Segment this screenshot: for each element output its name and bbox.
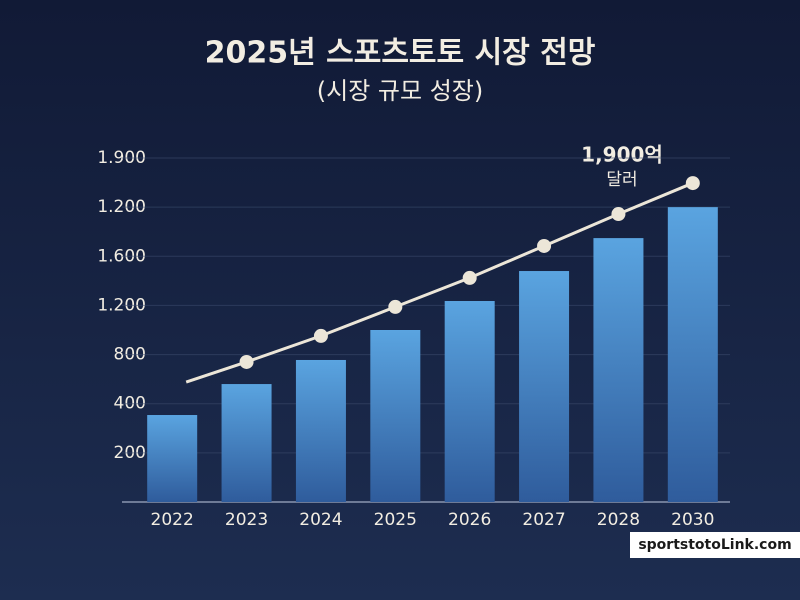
bar (370, 330, 421, 502)
x-tick-label: 2026 (448, 510, 491, 530)
bar (147, 415, 198, 502)
y-tick-label: 1.200 (97, 295, 146, 315)
x-tick-label: 2025 (374, 510, 417, 530)
watermark: sportstotoLink.com (638, 537, 791, 553)
trend-point (462, 270, 477, 285)
trend-point (313, 328, 328, 343)
chart-subtitle: (시장 규모 성장) (317, 77, 483, 105)
x-tick-label: 2027 (522, 510, 565, 530)
bar (519, 271, 570, 502)
chart-title: 2025년 스포츠토토 시장 전망 (205, 36, 596, 71)
bar (444, 301, 495, 502)
y-tick-label: 1.600 (97, 246, 146, 266)
x-tick-label: 2022 (151, 510, 194, 530)
x-tick-label: 2023 (225, 510, 268, 530)
bar (593, 238, 644, 503)
x-tick-label: 2028 (597, 510, 640, 530)
y-tick-label: 1.900 (97, 148, 146, 168)
annotation: 1,900억 (581, 143, 663, 167)
bar (221, 384, 272, 502)
trend-point (611, 207, 626, 222)
bar (295, 359, 346, 502)
trend-point (239, 354, 254, 369)
watermark-bg (630, 532, 800, 558)
bar (667, 207, 718, 502)
annotation: 달러 (606, 170, 637, 190)
trend-line (185, 181, 694, 384)
x-tick-label: 2024 (299, 510, 342, 530)
trend-point (685, 176, 700, 191)
trend-point (388, 299, 403, 314)
y-tick-label: 1.200 (97, 197, 146, 217)
x-tick-label: 2030 (671, 510, 714, 530)
trend-point (537, 238, 552, 253)
